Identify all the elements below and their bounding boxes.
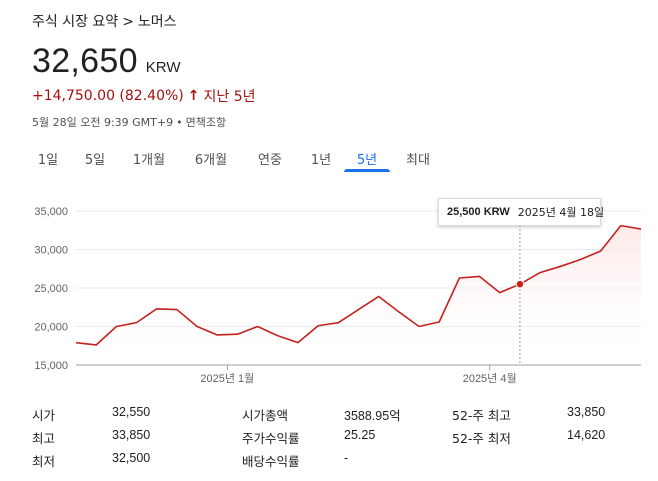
tab-range-6[interactable]: 5년 — [344, 142, 390, 172]
price-chart[interactable]: 35,000 30,000 25,000 20,000 15,000 2025년 1월 20… — [0, 195, 658, 395]
stat-value: 32,550 — [112, 405, 151, 419]
stat-value: 33,850 — [112, 428, 151, 442]
arrow-up-icon: ↑ — [187, 88, 200, 104]
price-chart-svg: 35,000 30,000 25,000 20,000 15,000 2025년 1월 20… — [34, 206, 642, 385]
data-point — [156, 308, 158, 310]
area-fill — [76, 225, 641, 365]
tooltip-price: 25,500 KRW — [447, 206, 510, 218]
data-point — [620, 225, 622, 227]
quote-meta: 5월 28일 오전 9:39 GMT+9 • 면책조항 — [32, 114, 226, 130]
stats-row: 최고 33,850 주가수익률 25.25 52-주 최저 14,620 — [32, 428, 632, 451]
data-point — [196, 326, 198, 328]
currency-code: KRW — [145, 59, 181, 76]
disclaimer-link[interactable]: 면책조항 — [185, 116, 227, 129]
data-point — [539, 272, 541, 274]
data-point — [115, 326, 117, 328]
data-point — [378, 295, 380, 297]
stat-label: 배당수익률 — [242, 454, 300, 469]
quote-timestamp: 5월 28일 오전 9:39 GMT+9 — [32, 116, 174, 129]
data-point — [479, 275, 481, 277]
price-change: +14,750.00 (82.40%) ↑ 지난 5년 — [32, 86, 255, 106]
stat-label: 52-주 최저 — [452, 431, 511, 446]
stats-row: 최저 32,500 배당수익률 - — [32, 451, 632, 474]
highlight-point — [515, 279, 525, 289]
data-point — [277, 335, 279, 337]
data-point — [236, 333, 238, 335]
stat-label: 시가총액 — [242, 408, 289, 423]
data-point — [216, 334, 218, 336]
data-point — [176, 309, 178, 311]
tab-range-1[interactable]: 5일 — [84, 153, 106, 168]
stat-label: 주가수익률 — [242, 431, 300, 446]
price-row: 32,650 KRW — [32, 42, 181, 81]
data-point — [297, 342, 299, 344]
breadcrumb-parent-link[interactable]: 주식 시장 요약 — [32, 14, 119, 30]
data-point — [579, 259, 581, 261]
stat-label: 최고 — [32, 431, 56, 446]
stat-label: 최저 — [32, 454, 56, 469]
breadcrumb: 주식 시장 요약 > 노머스 — [32, 11, 177, 31]
tab-range-5[interactable]: 1년 — [310, 153, 332, 168]
breadcrumb-separator: > — [122, 14, 134, 30]
stat-value: 3588.95억 — [344, 409, 401, 423]
data-point — [136, 322, 138, 324]
meta-separator: • — [176, 116, 183, 129]
data-point — [358, 309, 360, 311]
price-line — [75, 224, 642, 346]
data-point — [640, 228, 642, 230]
stat-label: 시가 — [32, 408, 56, 423]
y-tick-label: 30,000 — [34, 245, 68, 257]
y-tick-label: 20,000 — [34, 322, 68, 334]
chart-tooltip: 25,500 KRW 2025년 4월 18일 — [438, 198, 605, 226]
data-point — [75, 342, 77, 344]
data-point — [458, 277, 460, 279]
stats-row: 시가 32,550 시가총액 3588.95억 52-주 최고 33,850 — [32, 405, 632, 428]
breadcrumb-current: 노머스 — [137, 14, 177, 30]
x-tick-label: 2025년 1월 — [200, 372, 254, 385]
tooltip-date: 2025년 4월 18일 — [517, 206, 605, 219]
data-point — [317, 325, 319, 327]
y-tick-label: 35,000 — [34, 206, 68, 218]
stat-value: 33,850 — [567, 405, 606, 419]
data-point — [600, 250, 602, 252]
change-value: +14,750.00 (82.40%) — [32, 88, 184, 104]
change-period: 지난 5년 — [203, 89, 256, 105]
stat-value: 25.25 — [344, 428, 376, 442]
tab-range-4[interactable]: 연중 — [258, 153, 282, 168]
data-point — [499, 292, 501, 294]
stat-value: 32,500 — [112, 451, 151, 465]
data-point — [337, 322, 339, 324]
data-point — [418, 326, 420, 328]
data-point — [95, 344, 97, 346]
range-tabs: 1일 5일 1개월 6개월 연중 1년 5년 최대 — [24, 142, 446, 172]
data-point — [559, 265, 561, 267]
y-tick-label: 25,000 — [34, 283, 68, 295]
y-tick-label: 15,000 — [34, 360, 68, 372]
data-point — [438, 321, 440, 323]
tab-range-2[interactable]: 1개월 — [132, 153, 166, 168]
stat-label: 52-주 최고 — [452, 408, 511, 423]
tab-range-7[interactable]: 최대 — [406, 153, 430, 168]
tab-range-3[interactable]: 6개월 — [194, 153, 228, 168]
stat-value: - — [344, 451, 349, 465]
data-point — [398, 311, 400, 313]
tab-range-0[interactable]: 1일 — [37, 153, 59, 168]
stats-table: 시가 32,550 시가총액 3588.95억 52-주 최고 33,850 최고 33,85… — [32, 405, 632, 474]
stat-value: 14,620 — [567, 428, 606, 442]
data-point — [257, 326, 259, 328]
x-tick-label: 2025년 4월 — [463, 372, 517, 385]
current-price: 32,650 — [32, 42, 138, 80]
